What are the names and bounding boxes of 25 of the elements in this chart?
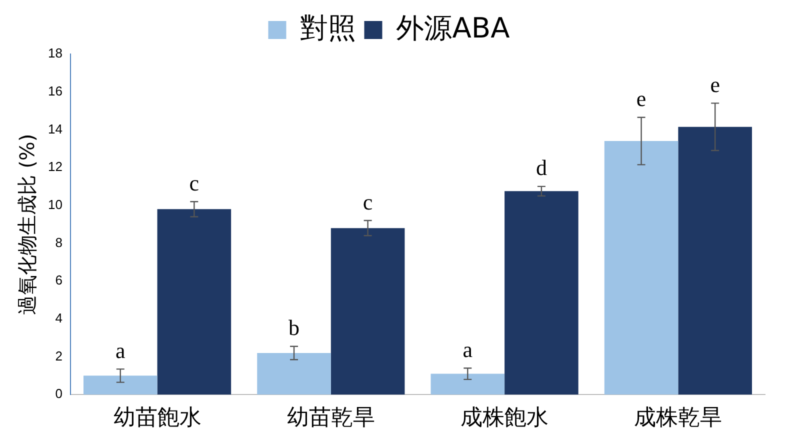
- y-tick-label: 6: [55, 272, 62, 288]
- y-tick-label: 0: [55, 386, 62, 402]
- y-tick-label: 4: [55, 310, 62, 326]
- x-tick-label: 幼苗乾旱: [286, 406, 375, 431]
- y-axis-title: 過氧化物生成比 (%): [15, 134, 40, 315]
- y-tick-label: 16: [48, 83, 62, 98]
- x-tick-label: 成株乾旱: [634, 406, 722, 431]
- legend-label: 對照: [300, 11, 356, 44]
- annotation: a: [462, 336, 473, 362]
- y-tick-label: 8: [55, 234, 62, 250]
- annotation: c: [189, 170, 200, 196]
- y-tick-label: 18: [48, 46, 62, 61]
- annotation: e: [710, 72, 720, 97]
- annotation: e: [636, 86, 646, 112]
- annotation: c: [362, 189, 373, 214]
- y-tick-label: 10: [48, 196, 62, 212]
- annotation: b: [288, 315, 300, 340]
- annotation: a: [115, 338, 126, 363]
- y-tick-label: 2: [55, 348, 62, 364]
- x-tick-label: 成株飽水: [460, 406, 549, 431]
- legend-label: 外源ABA: [396, 11, 510, 44]
- y-tick-label: 12: [48, 159, 62, 174]
- annotation: d: [536, 155, 547, 180]
- y-tick-label: 14: [48, 121, 62, 136]
- x-tick-label: 幼苗飽水: [113, 406, 202, 431]
